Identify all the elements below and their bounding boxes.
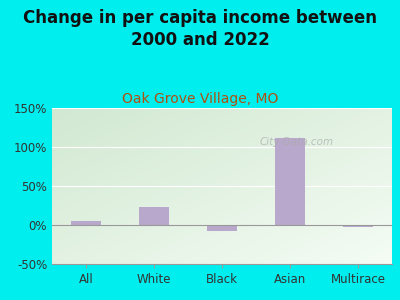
Bar (139, 207, 169, 225)
Text: City-Data.com: City-Data.com (260, 137, 334, 147)
Text: Change in per capita income between
2000 and 2022: Change in per capita income between 2000… (23, 9, 377, 49)
Bar (71, 221, 101, 225)
Bar (343, 225, 373, 226)
Bar (207, 225, 237, 231)
Bar (275, 138, 305, 225)
Text: Oak Grove Village, MO: Oak Grove Village, MO (122, 92, 278, 106)
